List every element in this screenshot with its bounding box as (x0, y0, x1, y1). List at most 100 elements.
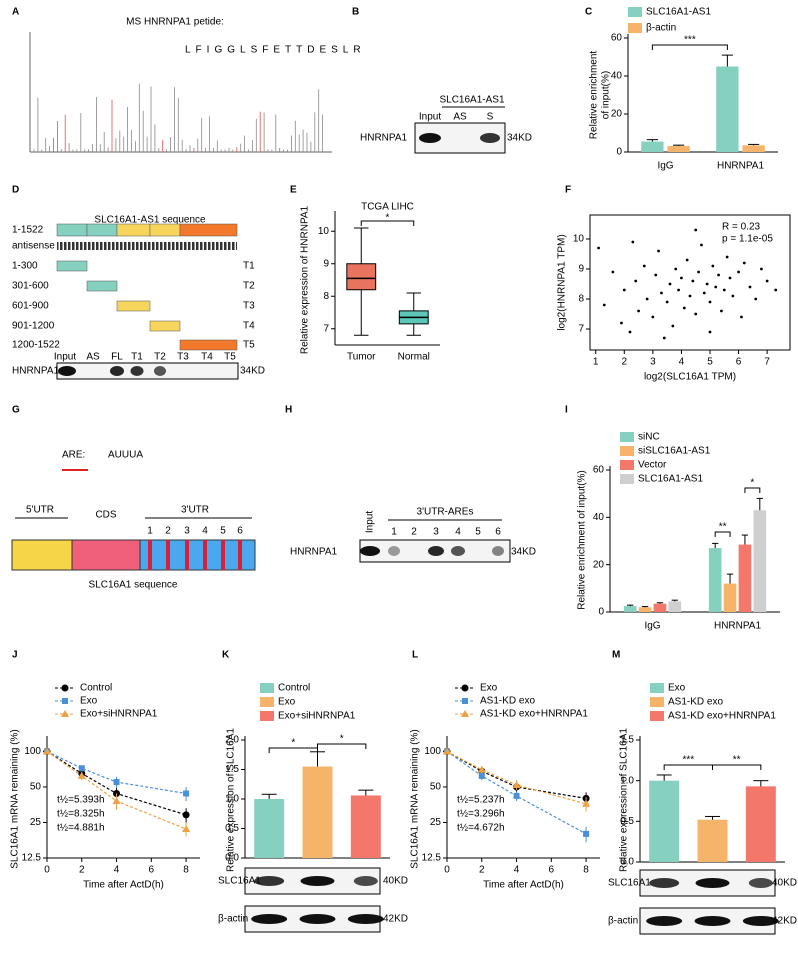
construct-range: antisense (12, 241, 55, 252)
bar (668, 601, 682, 612)
legend-swatch (628, 23, 642, 33)
x-tick-label: 8 (183, 865, 189, 876)
bar (254, 799, 285, 858)
legend-label: Exo (278, 697, 296, 708)
half-life-note: t½=5.393h (57, 795, 105, 806)
construct-name: T1 (243, 261, 255, 272)
legend-label: β-actin (646, 23, 676, 34)
construct-range: 601-900 (12, 301, 49, 312)
y-tick-label: 25 (430, 817, 442, 828)
group-label: SLC16A1-AS1 (439, 95, 504, 106)
bar (716, 66, 739, 152)
blot-size: 40KD (383, 876, 408, 887)
utr3 (139, 539, 256, 571)
sequence-caption: SLC16A1 sequence (89, 580, 178, 591)
x-tick-label: 4 (114, 865, 120, 876)
y-tick-label: 0.5 (225, 823, 239, 834)
panel-label: F (565, 185, 571, 196)
sequence-segment (56, 223, 88, 237)
bar (723, 583, 737, 612)
point (657, 249, 660, 253)
blot-band (694, 916, 731, 926)
lane-label: 3 (433, 527, 439, 538)
motif-part: A (108, 450, 115, 461)
construct-bar (179, 339, 238, 351)
legend-label: Exo+siHNRNPA1 (80, 709, 158, 720)
construct-name: T3 (243, 301, 255, 312)
x-tick-label: 4 (679, 357, 685, 368)
utr5 (11, 539, 73, 571)
bar (745, 786, 776, 862)
blot-band (299, 914, 336, 924)
are-site (148, 540, 152, 570)
chart-title: TCGA LIHC (361, 202, 414, 213)
x-tick-label: IgG (644, 621, 660, 632)
point (637, 309, 640, 313)
bar (738, 544, 752, 612)
legend-label: AS1-KD exo+HNRNPA1 (668, 711, 776, 722)
x-tick-label: 2 (79, 865, 85, 876)
bar (708, 548, 722, 612)
construct-range: 1-300 (12, 261, 38, 272)
half-life-note: t½=4.672h (457, 823, 505, 834)
y-axis-label: Relative expression of HNRNPA1 (300, 205, 311, 354)
legend-label: AS1-KD exo (668, 697, 723, 708)
y-axis-label: of input(%) (601, 71, 612, 119)
line (46, 750, 187, 830)
panel-label: C (585, 7, 592, 18)
box (346, 263, 377, 291)
point (725, 255, 729, 259)
legend-label: Exo+siHNRNPA1 (278, 711, 356, 722)
y-axis-label: Relative enrichment of input(%) (577, 470, 588, 610)
line (446, 750, 587, 835)
blot-band (748, 878, 773, 888)
blot-band (254, 876, 285, 886)
bar (667, 145, 690, 152)
blot-band (646, 916, 683, 926)
region-label: 3'UTR (181, 505, 209, 516)
lane-label: 2 (411, 527, 417, 538)
legend-label: AS1-KD exo+HNRNPA1 (480, 709, 588, 720)
y-axis-label: Relative expression of SLC16A1 (226, 728, 237, 872)
panel-label: J (12, 650, 18, 661)
construct-range: 301-600 (12, 281, 49, 292)
x-tick-label: Tumor (347, 352, 376, 363)
legend-swatch (620, 432, 634, 442)
bar (638, 607, 652, 612)
x-tick-label: 8 (583, 865, 589, 876)
site-number: 2 (165, 526, 171, 537)
y-tick-label: 0.0 (620, 857, 634, 868)
point (597, 246, 600, 250)
x-tick-label: Normal (398, 352, 430, 363)
legend-swatch (620, 460, 634, 470)
legend-label: Vector (638, 460, 667, 471)
lane-label: FL (111, 352, 123, 363)
point (694, 312, 698, 316)
point (708, 330, 712, 334)
legend-label: siNC (638, 432, 660, 443)
marker (182, 825, 191, 833)
are-site (221, 540, 225, 570)
lane-label: Input (54, 352, 76, 363)
significance-label: *** (684, 35, 696, 46)
marker (512, 780, 521, 788)
point (685, 258, 689, 262)
y-tick-label: 1.0 (620, 775, 634, 786)
lane-label: T1 (131, 352, 143, 363)
lane-label: T5 (224, 352, 236, 363)
significance-bracket (360, 220, 415, 226)
x-tick-label: 1 (593, 357, 599, 368)
y-tick-label: 8 (578, 294, 584, 305)
marker (113, 779, 120, 786)
panel-label: L (412, 650, 418, 661)
marker (478, 772, 485, 779)
significance-label: ** (719, 522, 727, 533)
blot-band (251, 914, 288, 924)
y-axis-label: SLC16A1 mRNA remaining (%) (410, 729, 421, 869)
y-tick-label: 40 (593, 512, 605, 523)
y-tick-label: 40 (611, 71, 623, 82)
significance-bracket (663, 764, 713, 770)
spectrum-title: MS HNRNPA1 petide: (126, 17, 224, 28)
significance-label: * (386, 213, 390, 224)
half-life-note: t½=5.237h (457, 795, 505, 806)
